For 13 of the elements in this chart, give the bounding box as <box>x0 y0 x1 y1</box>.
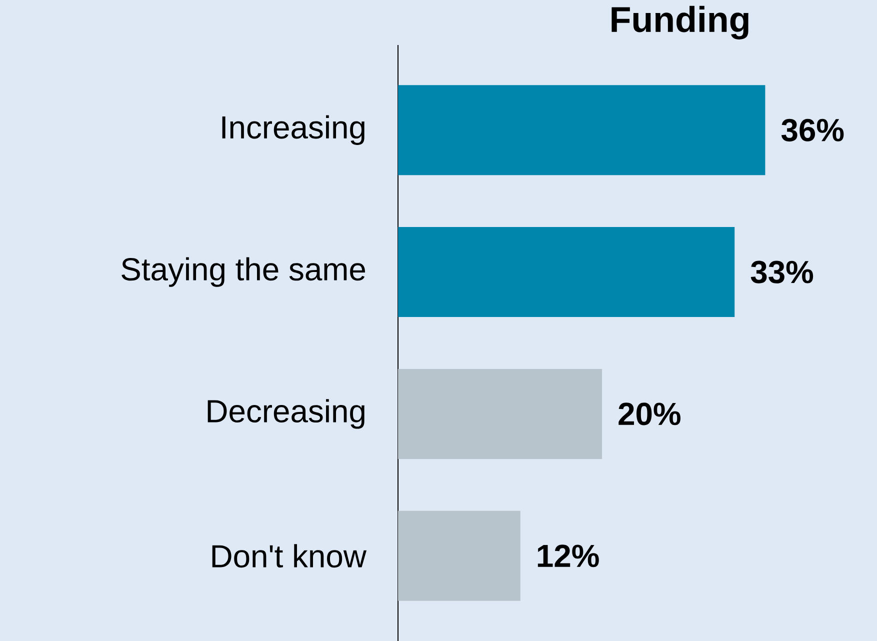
data-label: 36% <box>781 118 844 142</box>
data-label: 12% <box>538 544 599 568</box>
y-tick-label: Increasing <box>222 115 364 145</box>
data-label: 33% <box>750 260 814 284</box>
chart-title: Funding <box>612 6 748 40</box>
bar <box>398 368 602 459</box>
bar <box>398 85 766 176</box>
bar <box>398 510 520 601</box>
y-tick-label: Staying the same <box>122 257 366 287</box>
y-tick-label: Decreasing <box>208 399 364 429</box>
data-label: 20% <box>618 402 680 426</box>
y-tick-label: Don't know <box>212 544 367 568</box>
bar <box>398 227 735 318</box>
